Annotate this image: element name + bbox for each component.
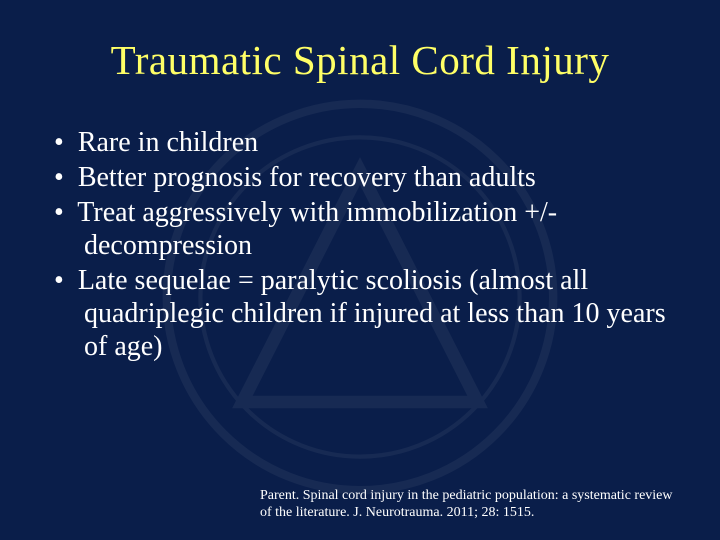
slide-container: Traumatic Spinal Cord Injury Rare in chi… xyxy=(0,0,720,540)
bullet-list: Rare in children Better prognosis for re… xyxy=(48,126,672,363)
bullet-item: Rare in children xyxy=(54,126,672,159)
bullet-item: Late sequelae = paralytic scoliosis (alm… xyxy=(54,264,672,363)
slide-title: Traumatic Spinal Cord Injury xyxy=(48,36,672,84)
citation-text: Parent. Spinal cord injury in the pediat… xyxy=(260,488,680,522)
bullet-item: Treat aggressively with immobilization +… xyxy=(54,196,672,262)
bullet-item: Better prognosis for recovery than adult… xyxy=(54,161,672,194)
